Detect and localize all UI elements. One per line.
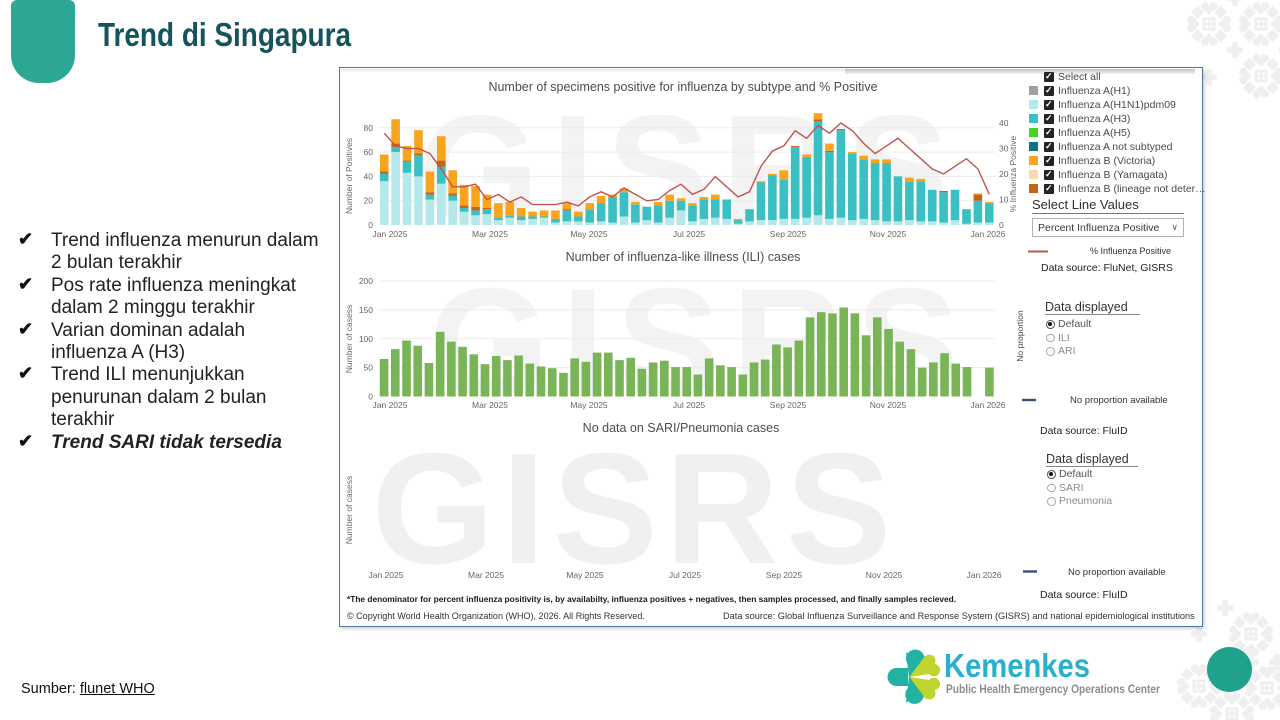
svg-text:No proportion: No proportion — [1015, 310, 1025, 362]
svg-text:GISRS: GISRS — [372, 421, 899, 597]
svg-text:30: 30 — [999, 144, 1009, 154]
svg-text:Public Health Emergency Operat: Public Health Emergency Operations Cente… — [946, 682, 1160, 696]
svg-text:GISRS: GISRS — [429, 256, 971, 429]
svg-text:Number of Positives: Number of Positives — [344, 138, 354, 214]
svg-text:200: 200 — [359, 276, 373, 286]
svg-text:May 2025: May 2025 — [566, 570, 604, 580]
svg-text:Nov 2025: Nov 2025 — [866, 570, 903, 580]
svg-text:Number of specimens positive f: Number of specimens positive for influen… — [488, 80, 877, 94]
svg-text:100: 100 — [359, 334, 373, 344]
svg-text:40: 40 — [999, 118, 1009, 128]
svg-text:20: 20 — [999, 169, 1009, 179]
svg-text:Jan 2025: Jan 2025 — [373, 400, 408, 410]
svg-text:Number of influenza-like illne: Number of influenza-like illness (ILI) c… — [566, 250, 801, 264]
svg-text:Jan 2026: Jan 2026 — [967, 570, 1002, 580]
svg-text:0: 0 — [999, 220, 1004, 230]
svg-text:May 2025: May 2025 — [570, 229, 608, 239]
svg-text:50: 50 — [364, 363, 374, 373]
svg-text:Number of casess: Number of casess — [344, 305, 354, 374]
svg-text:150: 150 — [359, 305, 373, 315]
svg-text:0: 0 — [368, 220, 373, 230]
svg-text:Jul 2025: Jul 2025 — [669, 570, 701, 580]
svg-text:10: 10 — [999, 195, 1009, 205]
svg-text:Jan 2025: Jan 2025 — [373, 229, 408, 239]
svg-text:Nov 2025: Nov 2025 — [870, 229, 907, 239]
svg-text:May 2025: May 2025 — [570, 400, 608, 410]
svg-text:40: 40 — [364, 171, 374, 181]
svg-text:20: 20 — [364, 196, 374, 206]
svg-text:Mar 2025: Mar 2025 — [472, 229, 508, 239]
svg-text:% Influenza Positive: % Influenza Positive — [1008, 135, 1018, 212]
svg-text:Jul 2025: Jul 2025 — [673, 229, 705, 239]
svg-text:Nov 2025: Nov 2025 — [870, 400, 907, 410]
svg-text:Jan 2026: Jan 2026 — [971, 400, 1006, 410]
svg-text:0: 0 — [368, 392, 373, 402]
svg-text:Sep 2025: Sep 2025 — [766, 570, 803, 580]
svg-text:Trend di Singapura: Trend di Singapura — [98, 16, 352, 53]
svg-text:Jan 2025: Jan 2025 — [369, 570, 404, 580]
svg-text:Sep 2025: Sep 2025 — [770, 400, 807, 410]
svg-text:Jan 2026: Jan 2026 — [971, 229, 1006, 239]
svg-text:80: 80 — [364, 123, 374, 133]
svg-text:No data on SARI/Pneumonia case: No data on SARI/Pneumonia cases — [583, 421, 780, 435]
svg-text:Sep 2025: Sep 2025 — [770, 229, 807, 239]
svg-text:60: 60 — [364, 147, 374, 157]
svg-text:Number of casess: Number of casess — [344, 476, 354, 545]
svg-text:Mar 2025: Mar 2025 — [472, 400, 508, 410]
svg-text:Mar 2025: Mar 2025 — [468, 570, 504, 580]
svg-text:Jul 2025: Jul 2025 — [673, 400, 705, 410]
svg-text:Kemenkes: Kemenkes — [944, 647, 1090, 684]
